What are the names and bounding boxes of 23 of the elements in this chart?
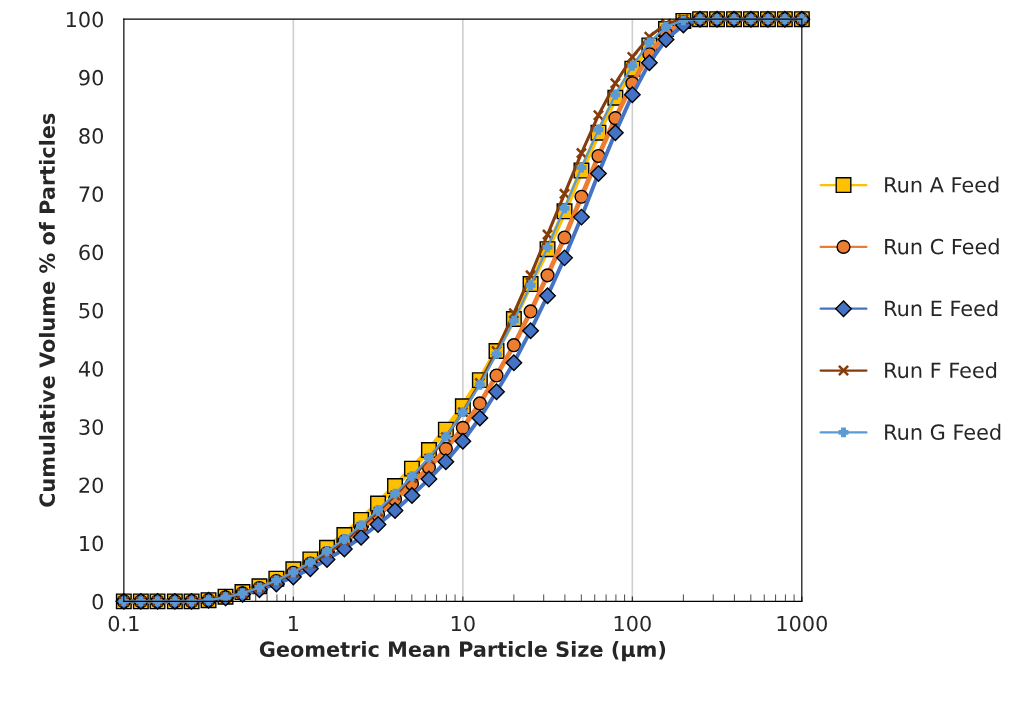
y-tick-label: 50 xyxy=(79,302,103,319)
y-tick-label: 20 xyxy=(79,477,103,494)
y-tick-label: 90 xyxy=(79,69,103,86)
y-tick-label: 70 xyxy=(79,186,103,203)
x-axis-title: Geometric Mean Particle Size (µm) xyxy=(259,640,666,662)
y-tick-label: 80 xyxy=(79,128,103,144)
y-tick-label: 10 xyxy=(80,535,103,552)
x-tick-label: 10 xyxy=(451,615,475,632)
y-tick-label: 60 xyxy=(79,244,103,261)
x-tick-label: 1000 xyxy=(777,615,827,632)
y-tick-label: 40 xyxy=(78,360,103,377)
legend-label: Run E Feed xyxy=(885,300,998,317)
y-tick-label: 0 xyxy=(92,593,103,610)
y-axis-title: Cumulative Volume % of Particles xyxy=(38,113,56,507)
x-tick-label: 1 xyxy=(289,615,299,632)
x-tick-label: 100 xyxy=(614,615,651,632)
legend-label: Run F Feed xyxy=(885,362,997,379)
legend-label: Run C Feed xyxy=(885,238,999,255)
legend-label: Run G Feed xyxy=(885,423,1001,440)
y-tick-label: 30 xyxy=(79,419,103,435)
legend-label: Run A Feed xyxy=(885,176,999,193)
x-tick-label: 0.1 xyxy=(108,615,139,632)
y-tick-label: 100 xyxy=(66,11,103,28)
